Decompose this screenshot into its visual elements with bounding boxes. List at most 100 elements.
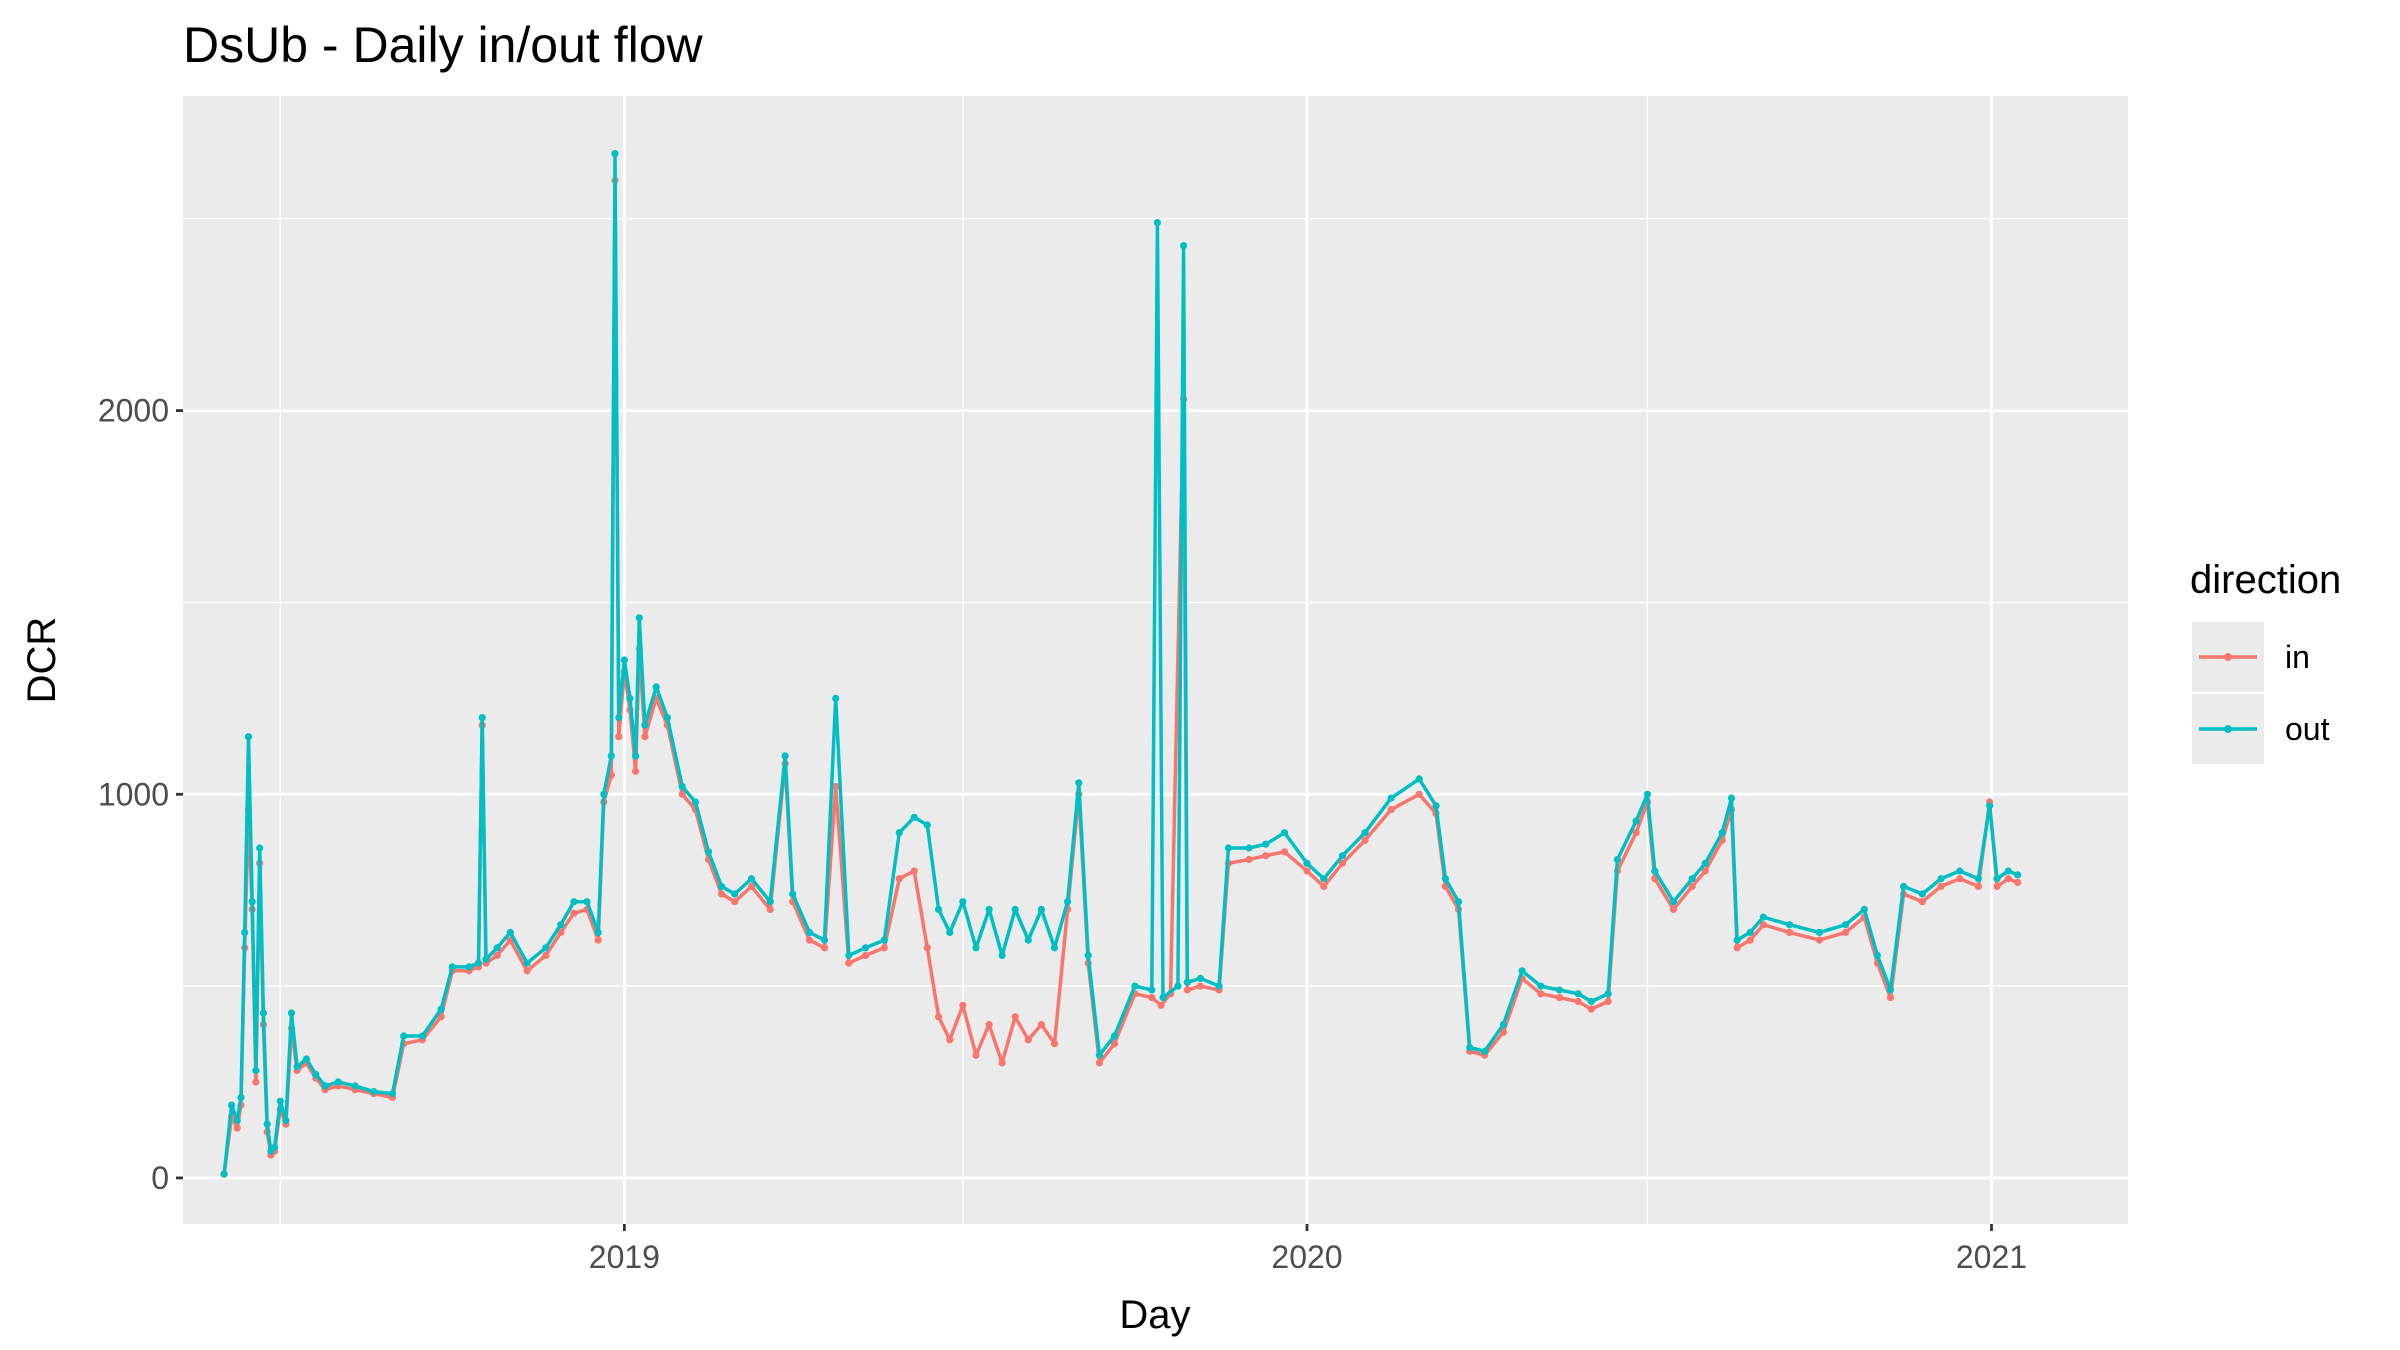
data-point-in	[1669, 905, 1678, 914]
data-point-out	[244, 733, 253, 741]
data-point-out	[1574, 990, 1582, 998]
data-point-out	[1974, 875, 1982, 883]
data-point-out	[1937, 875, 1945, 883]
data-point-out	[220, 1170, 228, 1178]
data-point-out	[946, 928, 954, 937]
data-point-out	[282, 1116, 290, 1124]
data-point-out	[718, 882, 726, 891]
data-point-out	[241, 928, 249, 937]
data-point-out	[632, 752, 640, 760]
data-point-out	[1011, 905, 1019, 914]
data-point-in	[1183, 986, 1191, 994]
data-point-out	[1499, 1020, 1507, 1029]
data-point-out	[935, 905, 943, 914]
data-point-out	[1148, 986, 1156, 994]
legend-point-out	[2224, 725, 2232, 733]
data-point-out	[287, 1009, 296, 1017]
data-point-in	[1688, 882, 1696, 891]
data-point-out	[1075, 779, 1083, 787]
data-point-in	[805, 936, 814, 944]
data-point-out	[820, 936, 829, 944]
data-point-out	[1993, 875, 2001, 883]
data-point-out	[583, 898, 591, 906]
data-point-out	[1537, 982, 1545, 990]
data-point-out	[493, 944, 501, 952]
data-point-out	[334, 1078, 342, 1086]
data-point-out	[611, 150, 619, 158]
data-point-out	[271, 1143, 279, 1151]
data-point-out	[237, 1093, 245, 1101]
data-point-out	[1860, 905, 1868, 914]
data-point-out	[1159, 994, 1167, 1002]
data-point-in	[910, 867, 918, 875]
data-point-in	[233, 1124, 241, 1132]
data-point-in	[1320, 882, 1328, 891]
x-tick-label: 2020	[1271, 1239, 1342, 1275]
data-point-out	[600, 790, 608, 798]
data-point-in	[1604, 997, 1612, 1006]
data-point-out	[1050, 944, 1059, 952]
data-point-out	[370, 1088, 378, 1096]
data-point-out	[1280, 829, 1289, 837]
data-point-out	[1387, 794, 1395, 802]
data-point-in	[2004, 875, 2012, 883]
data-point-out	[805, 928, 814, 937]
data-point-out	[1262, 840, 1270, 848]
data-point-in	[594, 936, 602, 944]
data-point-out	[1815, 928, 1823, 937]
data-point-out	[1303, 859, 1311, 867]
data-point-out	[2004, 867, 2012, 875]
data-point-out	[1555, 986, 1564, 994]
data-point-out	[2014, 871, 2022, 879]
data-point-in	[678, 790, 686, 798]
data-point-out	[789, 890, 797, 898]
data-point-out	[263, 1120, 271, 1128]
data-point-out	[448, 963, 456, 971]
data-point-out	[1873, 951, 1881, 960]
data-point-out	[635, 614, 643, 622]
data-point-in	[985, 1020, 993, 1029]
data-point-in	[845, 959, 853, 967]
data-point-out	[523, 959, 531, 967]
data-point-out	[766, 898, 774, 906]
data-point-out	[959, 898, 967, 906]
data-point-in	[1587, 1005, 1595, 1013]
data-point-out	[506, 928, 514, 937]
data-point-out	[1718, 829, 1726, 837]
data-point-in	[1245, 855, 1253, 864]
data-point-out	[1153, 219, 1161, 227]
x-axis-title: Day	[1119, 1293, 1190, 1337]
x-tick-label: 2019	[589, 1239, 660, 1275]
data-point-out	[594, 928, 602, 937]
data-point-in	[747, 882, 756, 891]
x-tick-label: 2021	[1956, 1239, 2027, 1275]
data-point-out	[1886, 986, 1895, 994]
data-point-out	[1174, 982, 1182, 990]
data-point-out	[1415, 775, 1423, 783]
data-point-out	[1084, 951, 1092, 960]
data-point-in	[766, 905, 774, 914]
data-point-in	[923, 944, 931, 952]
data-point-out	[781, 752, 789, 760]
data-point-out	[641, 721, 649, 729]
data-point-in	[1937, 882, 1945, 891]
data-point-in	[437, 1013, 445, 1021]
series-out	[220, 150, 2022, 1178]
data-point-out	[1918, 890, 1926, 898]
data-point-out	[985, 905, 993, 914]
data-point-out	[1842, 921, 1850, 929]
data-point-in	[972, 1051, 980, 1059]
data-point-in	[1338, 859, 1347, 867]
data-point-in	[252, 1078, 260, 1086]
data-point-in	[1759, 921, 1767, 929]
data-point-out	[1131, 982, 1139, 990]
data-point-out	[1338, 852, 1347, 860]
data-point-in	[1037, 1020, 1045, 1029]
data-point-in	[1095, 1059, 1103, 1067]
data-point-out	[1454, 898, 1463, 906]
data-point-out	[1215, 982, 1223, 990]
legend-title: direction	[2190, 558, 2341, 602]
data-point-out	[747, 875, 756, 883]
data-point-in	[1918, 898, 1926, 906]
data-point-out	[1759, 913, 1767, 921]
